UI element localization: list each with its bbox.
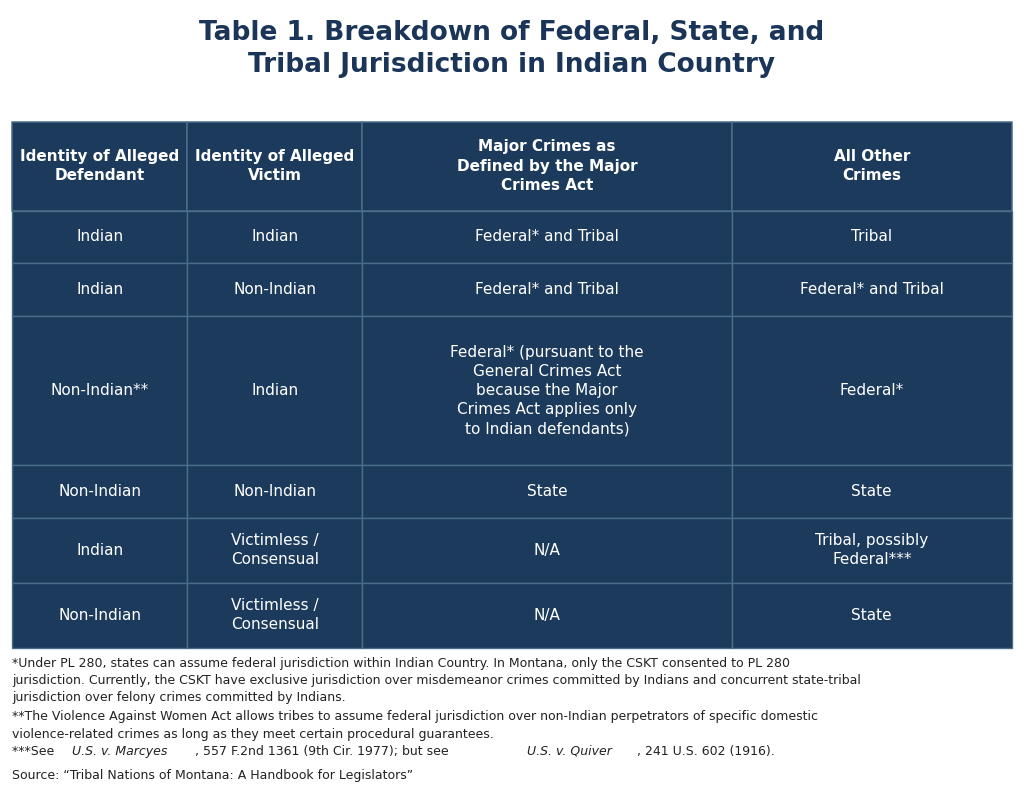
Text: Table 1. Breakdown of Federal, State, and
Tribal Jurisdiction in Indian Country: Table 1. Breakdown of Federal, State, an… <box>200 20 824 78</box>
Text: N/A: N/A <box>534 608 560 623</box>
Text: Non-Indian: Non-Indian <box>58 484 141 499</box>
Bar <box>187 264 362 316</box>
Text: Non-Indian: Non-Indian <box>233 484 316 499</box>
Text: Non-Indian**: Non-Indian** <box>50 383 148 398</box>
Text: State: State <box>852 484 892 499</box>
Bar <box>732 210 1012 264</box>
Bar <box>732 582 1012 648</box>
Bar <box>362 582 732 648</box>
Bar <box>362 264 732 316</box>
Text: Identity of Alleged
Defendant: Identity of Alleged Defendant <box>20 149 179 183</box>
Text: Indian: Indian <box>76 229 123 244</box>
Bar <box>187 518 362 582</box>
Bar <box>187 122 362 210</box>
Bar <box>362 518 732 582</box>
Text: Source: “Tribal Nations of Montana: A Handbook for Legislators”: Source: “Tribal Nations of Montana: A Ha… <box>12 769 414 782</box>
Bar <box>12 122 187 210</box>
Text: Non-Indian: Non-Indian <box>58 608 141 623</box>
Text: U.S. v. Quiver: U.S. v. Quiver <box>527 745 612 758</box>
Bar <box>12 518 187 582</box>
Text: Tribal, possibly
Federal***: Tribal, possibly Federal*** <box>815 533 929 568</box>
Text: State: State <box>526 484 567 499</box>
Text: N/A: N/A <box>534 543 560 558</box>
Text: State: State <box>852 608 892 623</box>
Text: Federal* and Tribal: Federal* and Tribal <box>800 283 944 298</box>
Bar <box>362 316 732 465</box>
Text: **The Violence Against Women Act allows tribes to assume federal jurisdiction ov: **The Violence Against Women Act allows … <box>12 710 818 740</box>
Bar <box>732 122 1012 210</box>
Text: All Other
Crimes: All Other Crimes <box>834 149 910 183</box>
Bar <box>732 264 1012 316</box>
Bar <box>187 465 362 518</box>
Bar <box>12 582 187 648</box>
Bar <box>362 210 732 264</box>
Text: Indian: Indian <box>251 383 298 398</box>
Text: Indian: Indian <box>251 229 298 244</box>
Bar <box>187 210 362 264</box>
Bar <box>732 465 1012 518</box>
Text: Tribal: Tribal <box>851 229 892 244</box>
Text: ***See: ***See <box>12 745 58 758</box>
Bar <box>187 582 362 648</box>
Bar <box>12 210 187 264</box>
Text: Indian: Indian <box>76 543 123 558</box>
Text: Indian: Indian <box>76 283 123 298</box>
Text: Federal* and Tribal: Federal* and Tribal <box>475 283 618 298</box>
Bar <box>732 518 1012 582</box>
Bar <box>12 316 187 465</box>
Bar <box>187 316 362 465</box>
Text: Victimless /
Consensual: Victimless / Consensual <box>230 598 318 632</box>
Text: U.S. v. Marcyes: U.S. v. Marcyes <box>72 745 167 758</box>
Text: , 557 F.2nd 1361 (9th Cir. 1977); but see: , 557 F.2nd 1361 (9th Cir. 1977); but se… <box>195 745 453 758</box>
Text: Federal* (pursuant to the
General Crimes Act
because the Major
Crimes Act applie: Federal* (pursuant to the General Crimes… <box>451 345 644 436</box>
Bar <box>732 316 1012 465</box>
Text: Federal* and Tribal: Federal* and Tribal <box>475 229 618 244</box>
Text: Major Crimes as
Defined by the Major
Crimes Act: Major Crimes as Defined by the Major Cri… <box>457 140 637 193</box>
Text: Federal*: Federal* <box>840 383 904 398</box>
Text: *Under PL 280, states can assume federal jurisdiction within Indian Country. In : *Under PL 280, states can assume federal… <box>12 657 861 704</box>
Bar <box>12 465 187 518</box>
Bar <box>12 264 187 316</box>
Bar <box>362 465 732 518</box>
Text: Identity of Alleged
Victim: Identity of Alleged Victim <box>195 149 354 183</box>
Text: , 241 U.S. 602 (1916).: , 241 U.S. 602 (1916). <box>637 745 775 758</box>
Text: Victimless /
Consensual: Victimless / Consensual <box>230 533 318 568</box>
Bar <box>362 122 732 210</box>
Text: Non-Indian: Non-Indian <box>233 283 316 298</box>
